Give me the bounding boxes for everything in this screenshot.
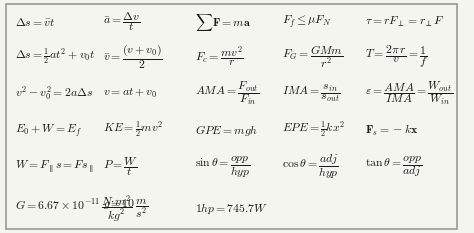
Text: $\Delta s = \frac{1}{2}at^2 + v_0 t$: $\Delta s = \frac{1}{2}at^2 + v_0 t$ (15, 47, 96, 67)
Text: $W = F_\parallel s = Fs_\parallel$: $W = F_\parallel s = Fs_\parallel$ (15, 159, 94, 175)
Text: $KE = \frac{1}{2}mv^2$: $KE = \frac{1}{2}mv^2$ (102, 120, 163, 140)
FancyBboxPatch shape (6, 4, 457, 229)
Text: $P = \dfrac{W}{t}$: $P = \dfrac{W}{t}$ (102, 156, 138, 178)
Text: $\varepsilon = \dfrac{AMA}{IMA} = \dfrac{W_{out}}{W_{in}}$: $\varepsilon = \dfrac{AMA}{IMA} = \dfrac… (365, 80, 453, 107)
Text: $\sum \mathbf{F} = m\mathbf{a}$: $\sum \mathbf{F} = m\mathbf{a}$ (195, 12, 250, 33)
Text: $IMA = \dfrac{s_{in}}{s_{out}}$: $IMA = \dfrac{s_{in}}{s_{out}}$ (282, 83, 341, 104)
Text: $F_f \leq \mu F_N$: $F_f \leq \mu F_N$ (282, 14, 332, 31)
Text: $g = 10\, \dfrac{m}{s^2}$: $g = 10\, \dfrac{m}{s^2}$ (102, 197, 148, 220)
Text: $\tan\theta = \dfrac{opp}{adj}$: $\tan\theta = \dfrac{opp}{adj}$ (365, 155, 422, 179)
Text: $\bar{v} = \dfrac{(v + v_0)}{2}$: $\bar{v} = \dfrac{(v + v_0)}{2}$ (102, 42, 163, 71)
Text: $\sin\theta = \dfrac{opp}{hyp}$: $\sin\theta = \dfrac{opp}{hyp}$ (195, 154, 250, 180)
Text: $\Delta s = \bar{v}t$: $\Delta s = \bar{v}t$ (15, 16, 55, 29)
Text: $v^2 - v_0^2 = 2a\Delta s$: $v^2 - v_0^2 = 2a\Delta s$ (15, 85, 93, 103)
Text: $E_0 + W = E_f$: $E_0 + W = E_f$ (15, 122, 82, 139)
Text: $\bar{a} = \dfrac{\Delta v}{t}$: $\bar{a} = \dfrac{\Delta v}{t}$ (102, 11, 140, 34)
Text: $T = \dfrac{2\pi\, r}{v} = \dfrac{1}{f}$: $T = \dfrac{2\pi\, r}{v} = \dfrac{1}{f}$ (365, 43, 428, 70)
Text: $F_G = \dfrac{GMm}{r^2}$: $F_G = \dfrac{GMm}{r^2}$ (282, 43, 343, 70)
Text: $\mathbf{F}_s = -k\mathbf{x}$: $\mathbf{F}_s = -k\mathbf{x}$ (365, 123, 418, 138)
Text: $\tau = rF_\perp = r_\perp F$: $\tau = rF_\perp = r_\perp F$ (365, 15, 445, 29)
Text: $v = at + v_0$: $v = at + v_0$ (102, 87, 157, 100)
Text: $F_c = \dfrac{mv^2}{r}$: $F_c = \dfrac{mv^2}{r}$ (195, 45, 244, 69)
Text: $AMA = \dfrac{F_{out}}{F_{in}}$: $AMA = \dfrac{F_{out}}{F_{in}}$ (195, 80, 259, 107)
Text: $GPE = mgh$: $GPE = mgh$ (195, 123, 258, 138)
Text: $1hp = 745.7W$: $1hp = 745.7W$ (195, 201, 268, 216)
Text: $EPE = \frac{1}{2}kx^2$: $EPE = \frac{1}{2}kx^2$ (282, 120, 345, 140)
Text: $G = 6.67\times10^{-11}\, \dfrac{N{\cdot}m^2}{kg^2}$: $G = 6.67\times10^{-11}\, \dfrac{N{\cdot… (15, 193, 132, 224)
Text: $\cos\theta = \dfrac{adj}{hyp}$: $\cos\theta = \dfrac{adj}{hyp}$ (282, 153, 339, 182)
